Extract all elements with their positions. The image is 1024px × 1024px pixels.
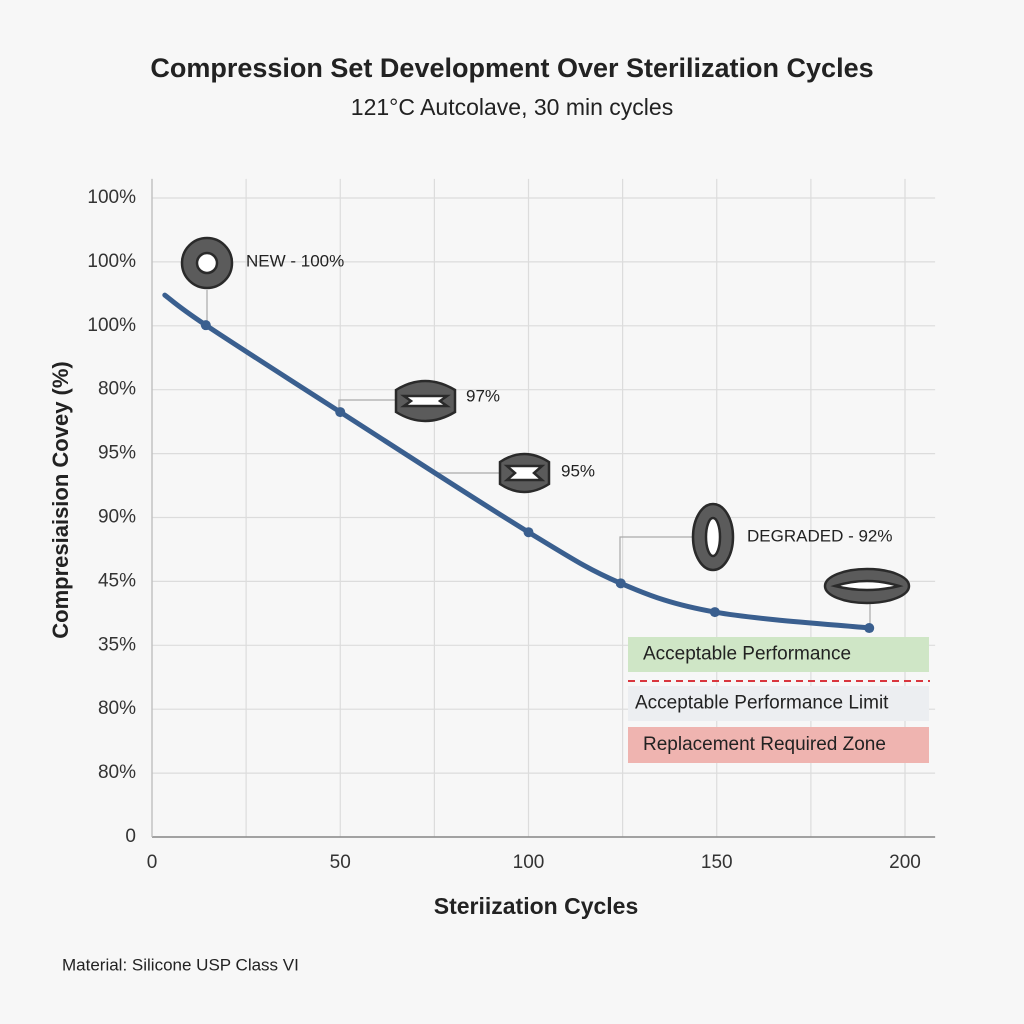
point xyxy=(523,527,534,538)
gasket-icons xyxy=(180,236,911,605)
zone-label: Acceptable Performance Limit xyxy=(635,693,889,714)
zone-label: Acceptable Performance xyxy=(643,644,851,665)
point xyxy=(615,578,626,589)
point xyxy=(335,407,346,418)
point xyxy=(864,623,875,634)
gasket-hole xyxy=(830,579,904,592)
y-tick-label: 0 xyxy=(125,826,136,847)
chart-title: Compression Set Development Over Sterili… xyxy=(150,53,873,83)
annotation: 97% xyxy=(466,386,500,405)
annotation: DEGRADED - 92% xyxy=(747,526,892,545)
zone-label: Replacement Required Zone xyxy=(643,734,886,755)
y-tick-label: 95% xyxy=(98,443,136,464)
x-tick-label: 0 xyxy=(147,852,158,873)
y-tick-label: 45% xyxy=(98,570,136,591)
y-tick-label: 80% xyxy=(98,698,136,719)
y-tick-label: 80% xyxy=(98,762,136,783)
annotation: 95% xyxy=(561,461,595,480)
y-tick-label: 90% xyxy=(98,507,136,528)
annotation: NEW - 100% xyxy=(246,251,344,270)
connector xyxy=(619,536,693,583)
zone-box xyxy=(628,637,929,672)
gasket-hole xyxy=(195,251,219,275)
x-axis-label: Steriization Cycles xyxy=(434,893,639,919)
y-tick-label: 35% xyxy=(98,634,136,655)
gasket-hole xyxy=(503,464,546,482)
zone-box xyxy=(628,686,929,721)
point xyxy=(200,320,211,331)
x-tick-label: 150 xyxy=(701,852,733,873)
y-tick-label: 80% xyxy=(98,379,136,400)
point xyxy=(709,607,720,618)
footnote: Material: Silicone USP Class VI xyxy=(62,955,299,974)
y-tick-label: 100% xyxy=(87,251,136,272)
gasket-hole xyxy=(704,516,722,558)
x-tick-label: 100 xyxy=(513,852,545,873)
chart-subtitle: 121°C Autcolave, 30 min cycles xyxy=(351,94,673,120)
connector xyxy=(338,399,396,412)
x-tick-label: 50 xyxy=(330,852,351,873)
x-tick-label: 200 xyxy=(889,852,921,873)
y-axis-label: Compresiaision Covey (%) xyxy=(48,361,73,639)
y-tick-label: 100% xyxy=(87,187,136,208)
zone-box xyxy=(628,727,929,763)
y-tick-label: 100% xyxy=(87,315,136,336)
gasket-hole xyxy=(400,394,451,408)
